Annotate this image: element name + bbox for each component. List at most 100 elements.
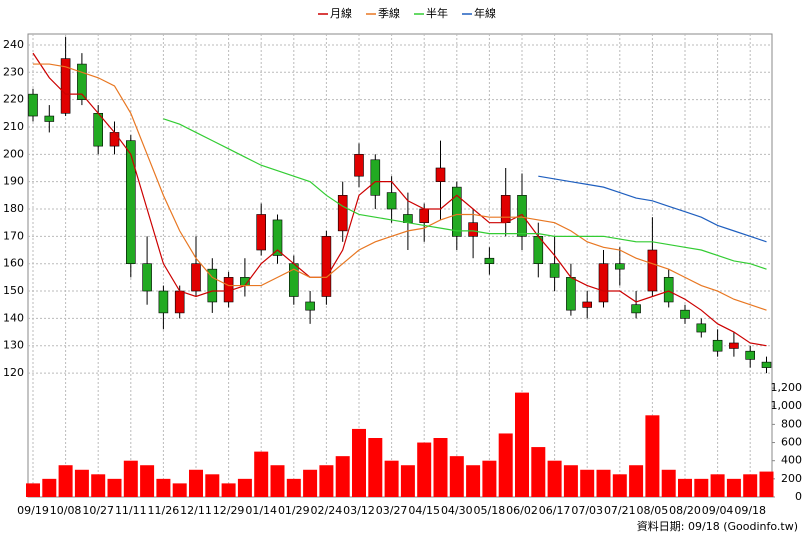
candle-body [256, 214, 267, 251]
volume-bar [156, 478, 171, 497]
candle-body [354, 154, 364, 177]
volume-tick-label: 800 [781, 417, 802, 430]
x-tick-label: 06/17 [539, 504, 571, 517]
candle-body [44, 115, 55, 122]
volume-bar [678, 478, 692, 497]
footer: 資料日期: 09/18 (Goodinfo.tw) [637, 519, 798, 533]
legend-label: 月線 [330, 6, 352, 20]
candle-body [598, 263, 609, 303]
candle-body [745, 350, 756, 360]
y-tick-label: 240 [3, 38, 24, 51]
volume-bar [547, 460, 562, 497]
volume-bar [172, 483, 187, 497]
candle-body [500, 195, 511, 223]
x-tick-label: 10/27 [82, 504, 114, 517]
x-tick-label: 11/26 [148, 504, 180, 517]
candle-body [126, 140, 136, 264]
candle-body [729, 342, 739, 349]
candle-body [158, 290, 169, 314]
x-tick-label: 09/04 [702, 504, 734, 517]
candle-body [566, 277, 576, 311]
candle-body [712, 339, 723, 352]
volume-bar [91, 474, 106, 497]
y-tick-label: 130 [3, 339, 24, 352]
volume-bar [384, 460, 399, 497]
volume-bar [42, 478, 57, 497]
ma-line [538, 175, 767, 243]
candle-body [614, 263, 625, 270]
legend-label: 半年 [426, 6, 448, 20]
volume-tick-label: 200 [781, 472, 802, 485]
candle-body [680, 309, 690, 319]
candle-body [109, 132, 120, 147]
candle-body [549, 263, 560, 278]
volume-bar [254, 451, 269, 497]
volume-bar [645, 415, 660, 497]
candle-body [207, 268, 218, 303]
y-tick-label: 190 [3, 175, 24, 188]
volume-bar [107, 478, 122, 497]
y-tick-label: 210 [3, 120, 24, 133]
x-tick-label: 08/05 [637, 504, 669, 517]
volume-bar [26, 483, 40, 497]
plot-frame [27, 33, 773, 498]
candle-body [631, 304, 641, 314]
x-tick-label: 12/11 [180, 504, 212, 517]
x-tick-label: 02/24 [311, 504, 343, 517]
x-tick-label: 07/03 [571, 504, 603, 517]
volume-bar [270, 465, 285, 497]
y-tick-label: 220 [3, 93, 24, 106]
volume-bar [221, 483, 236, 497]
volume-bar [580, 469, 595, 497]
volume-tick-label: 0 [795, 490, 802, 503]
volume-tick-label: 600 [781, 436, 802, 449]
candle-body [60, 58, 71, 114]
candle-body [468, 222, 478, 237]
volume-bar [286, 478, 301, 497]
volume-bar [449, 456, 464, 497]
volume-bar [140, 465, 155, 497]
volume-bar [335, 456, 350, 497]
candle-body [174, 290, 185, 314]
candle-body [142, 263, 152, 292]
legend-label: 年線 [474, 6, 496, 20]
volume-bar [726, 478, 741, 497]
volume-tick-label: 400 [781, 454, 802, 467]
volume-bar [498, 433, 513, 497]
volume-bar [596, 469, 611, 497]
candle-body [77, 63, 87, 100]
volume-bar [189, 469, 203, 497]
volume-bar [482, 460, 497, 497]
x-tick-label: 04/15 [408, 504, 440, 517]
volume-bar [433, 438, 448, 497]
x-tick-label: 04/30 [441, 504, 473, 517]
candle-body [663, 277, 674, 303]
y-tick-label: 180 [3, 202, 24, 215]
legend-label: 季線 [378, 6, 400, 20]
candle-body [370, 159, 381, 196]
volume-bar [319, 465, 334, 497]
volume-bar [368, 438, 383, 497]
candle-body [484, 257, 495, 264]
candle-body [582, 301, 593, 308]
y-tick-label: 170 [3, 229, 24, 242]
x-tick-label: 05/18 [474, 504, 506, 517]
y-tick-label: 140 [3, 311, 24, 324]
ma-line [32, 52, 767, 347]
volume-bar [400, 465, 415, 497]
candle-body [93, 112, 103, 147]
candle-body [386, 192, 397, 210]
y-tick-label: 230 [3, 65, 24, 78]
x-tick-label: 09/18 [734, 504, 766, 517]
volume-bar [743, 474, 758, 497]
candle-body [647, 249, 658, 292]
volume-bar [759, 471, 774, 497]
volume-bar [352, 428, 366, 497]
volume-bar [417, 442, 432, 497]
volume-bar [612, 474, 627, 497]
volume-bar [710, 474, 725, 497]
volume-bar [205, 474, 220, 497]
candle-body [696, 323, 707, 333]
volume-bar [237, 478, 252, 497]
